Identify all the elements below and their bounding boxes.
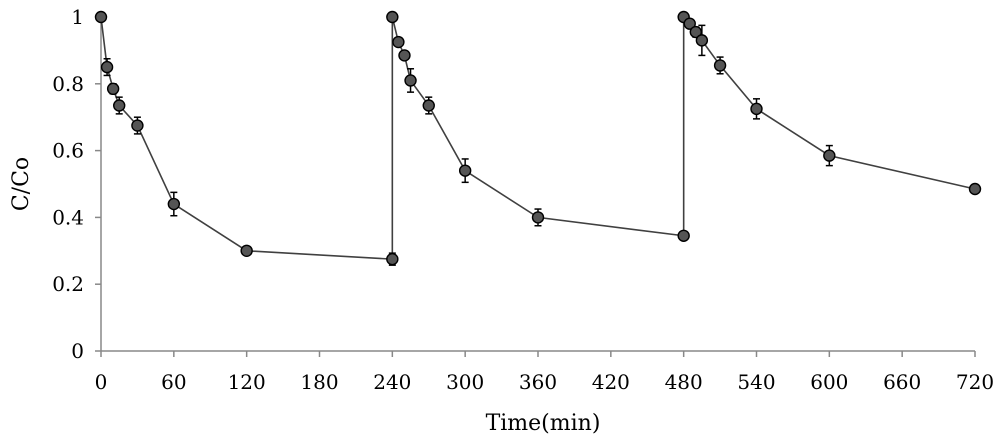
x-tick-label: 300 (446, 370, 484, 394)
data-points (94, 10, 982, 266)
x-tick-label: 360 (519, 370, 557, 394)
data-point (750, 102, 763, 116)
data-point (422, 99, 435, 112)
data-point (113, 99, 126, 112)
data-point (458, 164, 472, 177)
data-point (689, 25, 703, 39)
x-tick-label: 240 (373, 370, 411, 394)
x-tick-label: 180 (300, 370, 338, 394)
x-axis-title: Time(min) (486, 411, 601, 436)
x-tick-label: 0 (95, 370, 108, 394)
tick-labels: 0 60 120 180 240 300 360 420 480 540 600 660 720 0 0.2… (52, 5, 994, 394)
data-point (404, 74, 417, 87)
y-tick-label: 1 (71, 5, 84, 29)
data-point (968, 182, 982, 196)
data-point (713, 59, 727, 72)
data-point (386, 10, 399, 24)
data-point (392, 35, 405, 49)
y-axis-title: C/Co (9, 157, 34, 211)
data-point (106, 82, 120, 96)
axes (95, 16, 976, 357)
x-tick-label: 600 (810, 370, 848, 394)
data-point (100, 60, 114, 74)
data-point (695, 34, 709, 47)
x-tick-label: 420 (592, 370, 630, 394)
data-point (386, 252, 399, 266)
y-tick-label: 0 (71, 339, 84, 363)
data-point (683, 17, 696, 30)
y-tick-label: 0.6 (52, 139, 84, 163)
data-point (677, 229, 690, 242)
data-point (94, 10, 108, 24)
y-tick-label: 0.2 (52, 272, 84, 296)
y-tick-label: 0.4 (52, 205, 84, 229)
error-bars (103, 24, 979, 266)
data-point (398, 49, 411, 62)
x-tick-label: 720 (956, 370, 994, 394)
data-point (167, 197, 181, 211)
data-point (531, 211, 545, 224)
data-point (131, 119, 144, 132)
x-tick-label: 480 (665, 370, 703, 394)
x-tick-label: 60 (161, 370, 186, 394)
data-point (240, 244, 253, 258)
data-point (823, 149, 836, 162)
x-tick-label: 540 (737, 370, 775, 394)
x-tick-label: 120 (228, 370, 266, 394)
y-tick-label: 0.8 (52, 72, 84, 96)
x-tick-label: 660 (883, 370, 921, 394)
